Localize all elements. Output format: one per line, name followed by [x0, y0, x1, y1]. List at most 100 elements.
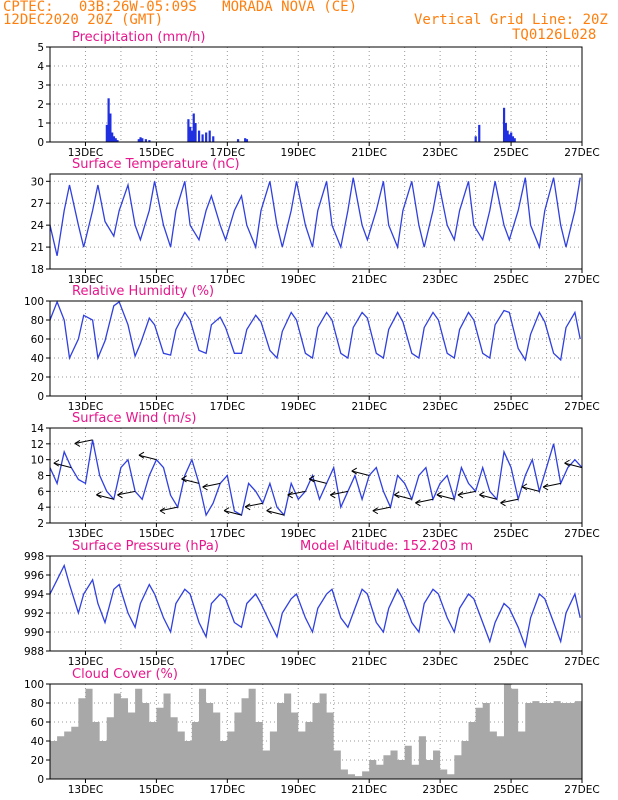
- precip-bar: [190, 130, 194, 142]
- wind-arrowhead: [181, 475, 187, 483]
- y-tick-label: 40: [31, 736, 44, 748]
- x-tick-label: 23DEC: [422, 656, 457, 668]
- series-line: [49, 563, 581, 649]
- y-tick-label: 3: [37, 80, 44, 92]
- precip-bar: [208, 130, 211, 142]
- y-tick-label: 100: [24, 679, 44, 691]
- wind-arrow: [117, 490, 136, 496]
- y-tick-label: 2: [37, 99, 44, 111]
- x-tick-label: 21DEC: [351, 147, 386, 159]
- x-tick-label: 15DEC: [139, 147, 174, 159]
- x-tick-label: 25DEC: [493, 656, 528, 668]
- x-tick-label: 27DEC: [564, 656, 599, 668]
- wind-arrow: [479, 494, 498, 500]
- x-tick-label: 21DEC: [351, 528, 386, 540]
- wind-arrow: [53, 462, 72, 469]
- wind-arrow: [202, 482, 221, 488]
- panel-frame: [49, 173, 583, 270]
- series-line: [49, 177, 581, 256]
- x-tick-label: 17DEC: [210, 528, 245, 540]
- wind-arrowhead: [351, 467, 358, 475]
- precip-bar: [245, 139, 249, 142]
- x-tick-label: 19DEC: [281, 784, 316, 796]
- panel-title: Surface Wind (m/s): [72, 411, 196, 426]
- x-tick-label: 13DEC: [68, 147, 103, 159]
- x-tick-label: 27DEC: [564, 784, 599, 796]
- panel-title: Surface Temperature (nC): [72, 157, 240, 172]
- precip-bar: [508, 134, 511, 142]
- x-tick-label: 23DEC: [422, 274, 457, 286]
- y-tick-label: 10: [31, 455, 44, 467]
- y-tick-label: 992: [24, 608, 44, 620]
- precip-bar: [513, 138, 516, 142]
- precip-bar: [105, 124, 108, 142]
- x-tick-label: 21DEC: [351, 274, 386, 286]
- x-tick-label: 19DEC: [281, 401, 316, 413]
- x-tick-label: 25DEC: [493, 147, 528, 159]
- wind-arrow: [245, 502, 263, 508]
- wind-arrow: [436, 494, 455, 500]
- precip-bar: [212, 136, 215, 142]
- x-tick-label: 21DEC: [351, 656, 386, 668]
- y-tick-label: 1: [37, 118, 44, 130]
- y-tick-label: 12: [31, 439, 44, 451]
- precip-bar: [111, 132, 114, 142]
- y-tick-label: 6: [37, 486, 44, 498]
- wind-arrowhead: [542, 483, 549, 491]
- precip-bar: [511, 136, 515, 142]
- wind-arrow: [521, 486, 540, 492]
- panel-title: Surface Pressure (hPa): [72, 539, 219, 554]
- precip-bar: [502, 107, 506, 142]
- model-altitude-label: Model Altitude: 152.203 m: [300, 539, 473, 554]
- x-tick-label: 17DEC: [210, 401, 245, 413]
- series-line: [49, 439, 583, 517]
- precip-bar: [474, 136, 477, 142]
- x-tick-label: 15DEC: [139, 528, 174, 540]
- precip-bar: [205, 132, 208, 142]
- precip-bar: [510, 132, 513, 142]
- wind-arrowhead: [500, 499, 506, 507]
- wind-arrow: [266, 510, 285, 516]
- panel-frame: [49, 46, 583, 143]
- y-tick-label: 0: [37, 137, 44, 149]
- station-header: CPTEC: 03B:26W-05:09S MORADA NOVA (CE): [3, 0, 358, 15]
- x-tick-label: 19DEC: [281, 656, 316, 668]
- panel-frame: [49, 427, 583, 524]
- y-tick-label: 990: [24, 627, 44, 639]
- precip-bar: [141, 138, 144, 142]
- wind-arrow: [457, 490, 476, 496]
- y-tick-label: 30: [31, 176, 44, 188]
- x-tick-label: 21DEC: [351, 401, 386, 413]
- x-tick-label: 13DEC: [68, 784, 103, 796]
- precip-bar: [189, 126, 192, 142]
- y-tick-label: 20: [31, 755, 44, 767]
- y-tick-label: 4: [37, 61, 44, 73]
- y-tick-label: 998: [24, 551, 44, 563]
- y-tick-label: 60: [31, 717, 44, 729]
- y-tick-label: 988: [24, 646, 44, 658]
- x-tick-label: 25DEC: [493, 528, 528, 540]
- precip-bar: [148, 140, 151, 142]
- y-tick-label: 20: [31, 372, 44, 384]
- x-tick-label: 19DEC: [281, 147, 316, 159]
- precip-bar: [112, 136, 116, 142]
- panel-frame: [49, 683, 583, 780]
- wind-arrowhead: [53, 459, 60, 467]
- wind-arrow: [159, 506, 178, 512]
- x-tick-label: 27DEC: [564, 274, 599, 286]
- wind-arrow: [394, 494, 412, 500]
- grid-line-header: Vertical Grid Line: 20Z: [414, 12, 608, 28]
- x-tick-label: 17DEC: [210, 147, 245, 159]
- wind-arrowhead: [117, 491, 123, 499]
- precip-bar: [107, 98, 110, 142]
- x-tick-label: 19DEC: [281, 528, 316, 540]
- x-tick-label: 25DEC: [493, 401, 528, 413]
- wind-arrowhead: [74, 440, 81, 447]
- y-tick-label: 14: [31, 423, 45, 435]
- wind-arrow: [309, 478, 327, 484]
- y-tick-label: 27: [31, 198, 44, 210]
- y-tick-label: 24: [31, 220, 45, 232]
- y-tick-label: 2: [37, 518, 44, 530]
- wind-arrowhead: [308, 475, 315, 483]
- precip-bar: [504, 123, 507, 142]
